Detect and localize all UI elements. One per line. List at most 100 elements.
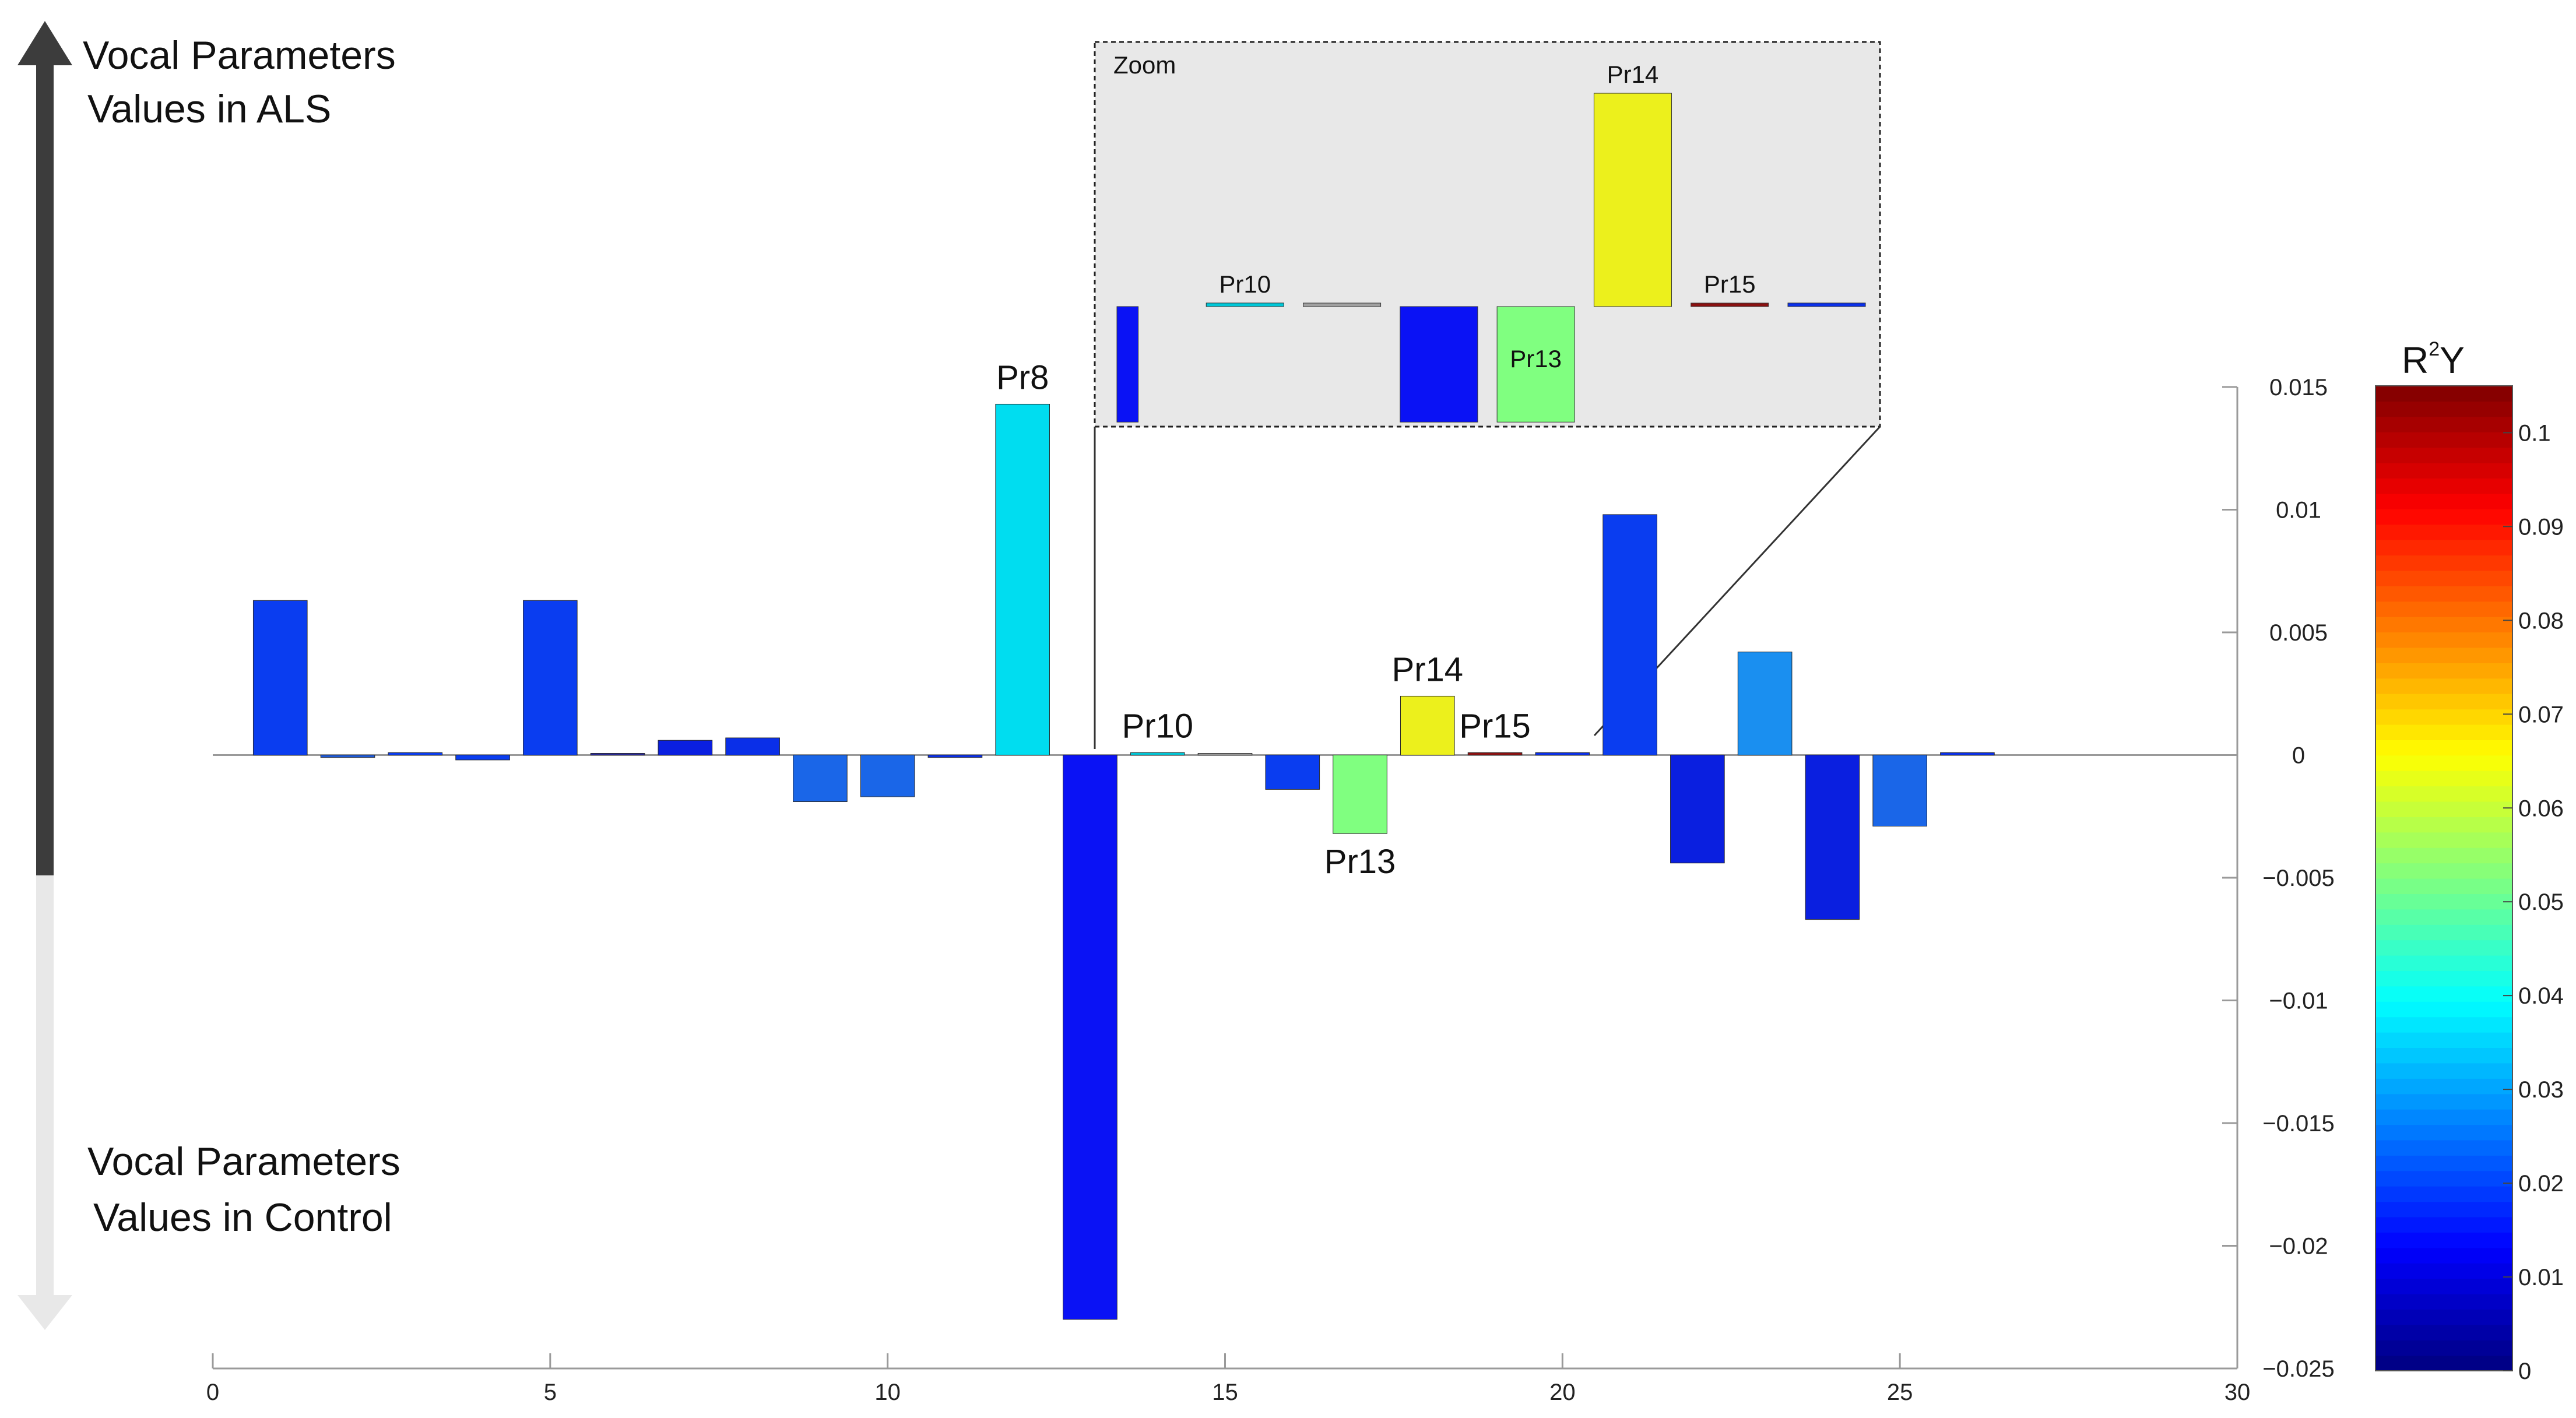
inset-bar [1593, 93, 1672, 307]
colorbar-step [2375, 955, 2512, 972]
y-tick-label: −0.005 [2262, 865, 2334, 891]
colorbar-step [2375, 724, 2512, 740]
colorbar-step [2375, 940, 2512, 956]
bar [1535, 752, 1590, 756]
bar [1805, 755, 1860, 920]
inset-bar [1787, 302, 1866, 307]
colorbar-step [2375, 555, 2512, 571]
colorbar-step [2375, 924, 2512, 941]
bar [1737, 652, 1793, 756]
colorbar-step [2375, 1201, 2512, 1218]
inset-bar [1691, 302, 1769, 307]
x-tick-label: 30 [2224, 1380, 2251, 1405]
colorbar-tick-label: 0.01 [2518, 1265, 2564, 1290]
colorbar-step [2375, 416, 2512, 432]
colorbar-tick-label: 0.06 [2518, 796, 2564, 821]
colorbar-step [2375, 1340, 2512, 1356]
bar [590, 753, 645, 755]
y-tick-label: 0.005 [2269, 620, 2328, 646]
y-tick-label: 0.015 [2269, 375, 2328, 400]
colorbar-tick-label: 0 [2518, 1359, 2531, 1384]
inset-bar [1496, 306, 1575, 423]
colorbar-step [2375, 970, 2512, 987]
colorbar-step [2375, 863, 2512, 879]
colorbar-title-tail: Y [2440, 339, 2465, 381]
colorbar-step [2375, 1309, 2512, 1325]
y-tick-label: 0 [2292, 743, 2305, 769]
colorbar-step [2375, 740, 2512, 756]
y-tick-label: −0.025 [2262, 1356, 2334, 1382]
colorbar-step [2375, 832, 2512, 848]
colorbar-title: R2Y [2402, 338, 2465, 381]
bar-label: Pr10 [1122, 707, 1193, 745]
colorbar-step [2375, 1170, 2512, 1187]
bar [793, 755, 848, 802]
x-tick-label: 15 [1212, 1380, 1238, 1405]
bar [388, 752, 443, 756]
colorbar-step [2375, 509, 2512, 525]
bar [523, 600, 578, 756]
colorbar-step [2375, 786, 2512, 802]
bar [1333, 755, 1387, 834]
colorbar-step [2375, 432, 2512, 448]
colorbar-step [2375, 801, 2512, 817]
zoom-label: Zoom [1113, 51, 1176, 79]
colorbar-step [2375, 893, 2512, 910]
bar [1400, 695, 1455, 755]
arrow-down-head [17, 1295, 72, 1330]
colorbar-step [2375, 1278, 2512, 1294]
colorbar-step [2375, 586, 2512, 602]
colorbar-step [2375, 386, 2512, 402]
y-tick-label: 0.01 [2276, 498, 2321, 523]
colorbar-step [2375, 878, 2512, 895]
colorbar-tick-label: 0.08 [2518, 608, 2564, 634]
bar-label: Pr8 [996, 358, 1049, 396]
colorbar-step [2375, 817, 2512, 833]
colorbar-step [2375, 709, 2512, 725]
colorbar-step [2375, 463, 2512, 479]
colorbar-steps [2375, 386, 2512, 1371]
colorbar-tick-label: 0.07 [2518, 702, 2564, 727]
colorbar-step [2375, 986, 2512, 1002]
bar [1197, 753, 1253, 755]
y-tick-label: −0.015 [2262, 1111, 2334, 1136]
colorbar-step [2375, 1186, 2512, 1202]
colorbar-step [2375, 1139, 2512, 1156]
x-tick-label: 10 [874, 1380, 901, 1405]
x-tick-label: 20 [1549, 1380, 1576, 1405]
colorbar-step [2375, 847, 2512, 864]
colorbar-step [2375, 570, 2512, 586]
colorbar-step [2375, 1155, 2512, 1171]
inset-bar [1303, 302, 1382, 307]
bar [1670, 755, 1725, 864]
annotation-top-line2: Values in ALS [87, 87, 331, 131]
colorbar-step [2375, 755, 2512, 771]
inset-bar [1400, 306, 1478, 423]
colorbar-step [2375, 770, 2512, 787]
inset-bar [1206, 302, 1284, 307]
bar-label: Pr13 [1324, 843, 1396, 881]
inset-bar-label: Pr13 [1510, 345, 1562, 372]
arrow-up-shaft [36, 65, 54, 875]
inset-bars: Pr10 Pr13 Pr14 Pr15 [1116, 61, 1866, 423]
bar-labels: Pr8 Pr10 Pr13 Pr14 Pr15 [996, 358, 1531, 881]
colorbar-step [2375, 1016, 2512, 1033]
colorbar-step [2375, 647, 2512, 663]
bar-label: Pr15 [1459, 707, 1531, 745]
colorbar-step [2375, 1001, 2512, 1018]
arrow-down-shaft [36, 875, 54, 1295]
bar [1872, 755, 1927, 827]
bar [1063, 755, 1117, 1320]
colorbar-step [2375, 1062, 2512, 1079]
x-tick-label: 5 [544, 1380, 557, 1405]
colorbar-title-sup: 2 [2429, 338, 2440, 360]
colorbar-step [2375, 678, 2512, 694]
colorbar-ticks: 0 0.01 0.02 0.03 0.04 0.05 0.06 0.07 0.08 0.09 0.1 [2503, 420, 2564, 1384]
colorbar-tick-label: 0.1 [2518, 420, 2551, 446]
colorbar-step [2375, 1324, 2512, 1340]
bar [1130, 752, 1185, 756]
y-tick-label: −0.01 [2269, 988, 2328, 1014]
colorbar-step [2375, 663, 2512, 679]
zoom-inset: Zoom Pr10 Pr13 Pr14 Pr15 [1094, 41, 1881, 749]
colorbar-tick-label: 0.09 [2518, 514, 2564, 540]
